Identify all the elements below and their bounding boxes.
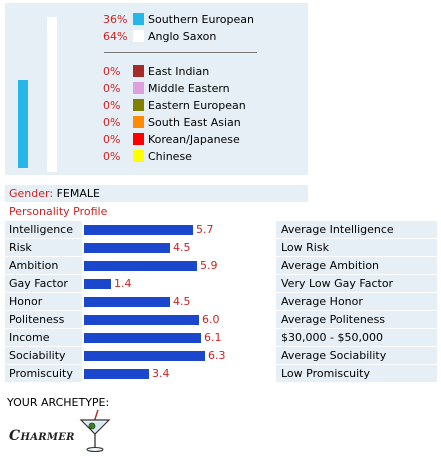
trait-name: Risk bbox=[5, 239, 82, 256]
legend-divider bbox=[104, 52, 257, 53]
trait-bar bbox=[84, 243, 170, 253]
legend-percent: 36% bbox=[103, 12, 128, 26]
trait-bar bbox=[84, 279, 111, 289]
trait-description: Average Politeness bbox=[276, 311, 437, 328]
legend-item: 0% Eastern European bbox=[103, 97, 246, 113]
trait-name: Income bbox=[5, 329, 82, 346]
legend-swatch bbox=[133, 99, 144, 111]
trait-name: Gay Factor bbox=[5, 275, 82, 292]
trait-description: $30,000 - $50,000 bbox=[276, 329, 437, 346]
archetype-name: Charmer bbox=[9, 428, 75, 444]
trait-bar bbox=[84, 261, 197, 271]
trait-name: Intelligence bbox=[5, 221, 82, 238]
trait-bar-cell: 6.3 bbox=[84, 347, 276, 364]
legend-percent: 0% bbox=[103, 98, 121, 112]
trait-bar bbox=[84, 225, 193, 235]
legend-item: 0% Chinese bbox=[103, 148, 192, 164]
trait-name: Politeness bbox=[5, 311, 82, 328]
trait-score: 4.5 bbox=[173, 241, 191, 254]
legend-percent: 0% bbox=[103, 149, 121, 163]
trait-bar-cell: 5.9 bbox=[84, 257, 276, 274]
trait-description: Average Sociability bbox=[276, 347, 437, 364]
trait-bar bbox=[84, 333, 201, 343]
trait-bar bbox=[84, 351, 205, 361]
trait-bar-cell: 1.4 bbox=[84, 275, 276, 292]
trait-score: 6.1 bbox=[204, 331, 222, 344]
martini-glass-icon bbox=[79, 409, 111, 453]
legend-label: Anglo Saxon bbox=[148, 29, 217, 43]
legend-swatch bbox=[133, 133, 144, 145]
trait-description: Low Risk bbox=[276, 239, 437, 256]
personality-profile-title: Personality Profile bbox=[9, 205, 108, 218]
legend-swatch bbox=[133, 65, 144, 77]
gender-row: Gender: FEMALE bbox=[5, 185, 308, 202]
legend-item: 36% Southern European bbox=[103, 11, 254, 27]
legend-percent: 0% bbox=[103, 81, 121, 95]
legend-percent: 64% bbox=[103, 29, 128, 43]
gender-value: FEMALE bbox=[56, 187, 100, 200]
trait-description: Low Promiscuity bbox=[276, 365, 437, 382]
legend-label: South East Asian bbox=[148, 115, 241, 129]
southern-european-column-fill bbox=[18, 80, 28, 168]
ancestry-panel bbox=[5, 3, 308, 175]
legend-item: 0% Middle Eastern bbox=[103, 80, 230, 96]
legend-label: East Indian bbox=[148, 64, 210, 78]
legend-swatch bbox=[133, 30, 144, 42]
trait-score: 1.4 bbox=[114, 277, 132, 290]
trait-name: Promiscuity bbox=[5, 365, 82, 382]
trait-bar bbox=[84, 315, 199, 325]
trait-bar-cell: 3.4 bbox=[84, 365, 276, 382]
trait-name: Sociability bbox=[5, 347, 82, 364]
trait-bar bbox=[84, 369, 149, 379]
legend-label: Eastern European bbox=[148, 98, 246, 112]
trait-bar-cell: 4.5 bbox=[84, 239, 276, 256]
legend-item: 0% Korean/Japanese bbox=[103, 131, 240, 147]
trait-bar-cell: 5.7 bbox=[84, 221, 276, 238]
legend-label: Korean/Japanese bbox=[148, 132, 240, 146]
trait-score: 6.0 bbox=[202, 313, 220, 326]
archetype-heading: YOUR ARCHETYPE: bbox=[7, 396, 110, 409]
legend-label: Chinese bbox=[148, 149, 192, 163]
trait-bar bbox=[84, 297, 170, 307]
gender-label: Gender: bbox=[9, 187, 54, 200]
legend-swatch bbox=[133, 13, 144, 25]
trait-name: Ambition bbox=[5, 257, 82, 274]
trait-bar-cell: 6.0 bbox=[84, 311, 276, 328]
trait-score: 4.5 bbox=[173, 295, 191, 308]
legend-swatch bbox=[133, 116, 144, 128]
legend-swatch bbox=[133, 150, 144, 162]
legend-percent: 0% bbox=[103, 64, 121, 78]
trait-score: 6.3 bbox=[208, 349, 226, 362]
legend-label: Middle Eastern bbox=[148, 81, 230, 95]
trait-description: Average Intelligence bbox=[276, 221, 437, 238]
trait-bar-cell: 4.5 bbox=[84, 293, 276, 310]
legend-label: Southern European bbox=[148, 12, 254, 26]
trait-score: 3.4 bbox=[152, 367, 170, 380]
ancestry-column-track bbox=[18, 17, 57, 172]
trait-description: Average Ambition bbox=[276, 257, 437, 274]
trait-description: Very Low Gay Factor bbox=[276, 275, 437, 292]
legend-item: 0% East Indian bbox=[103, 63, 209, 79]
trait-score: 5.9 bbox=[200, 259, 218, 272]
trait-name: Honor bbox=[5, 293, 82, 310]
legend-percent: 0% bbox=[103, 115, 121, 129]
legend-item: 64% Anglo Saxon bbox=[103, 28, 216, 44]
trait-bar-cell: 6.1 bbox=[84, 329, 276, 346]
trait-score: 5.7 bbox=[196, 223, 214, 236]
legend-item: 0% South East Asian bbox=[103, 114, 241, 130]
legend-swatch bbox=[133, 82, 144, 94]
legend-percent: 0% bbox=[103, 132, 121, 146]
trait-description: Average Honor bbox=[276, 293, 437, 310]
